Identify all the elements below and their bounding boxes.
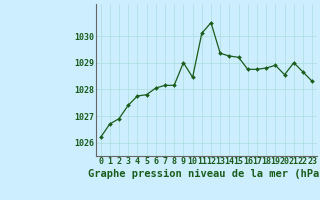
- X-axis label: Graphe pression niveau de la mer (hPa): Graphe pression niveau de la mer (hPa): [88, 169, 320, 179]
